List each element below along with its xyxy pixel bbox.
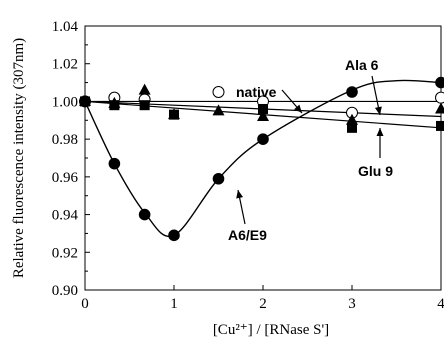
point-a6-e9 [79, 95, 91, 108]
y-tick-label: 0.90 [52, 283, 78, 299]
annotation-a6-e9: A6/E9 [228, 227, 267, 243]
x-tick-label: 0 [81, 296, 89, 312]
point-glu-9 [139, 100, 150, 111]
annotation-native: native [236, 84, 277, 100]
y-tick-label: 1.00 [52, 94, 78, 110]
plot-frame [84, 25, 442, 291]
point-a6-e9 [257, 133, 269, 145]
point-native [435, 91, 444, 104]
point-glu-9 [347, 122, 357, 133]
point-ala-6 [257, 110, 269, 122]
annotation-arrowhead-ala-6 [374, 106, 382, 115]
point-a6-e9 [138, 208, 151, 221]
annotation-arrowhead-native [294, 104, 302, 113]
point-ala-6 [212, 104, 225, 116]
point-ala-6 [346, 113, 358, 125]
plot-axes: 0.90 0.92 0.94 0.96 0.98 1.00 1.02 1.04 0 1 2 3 4 [52, 19, 444, 312]
point-native [212, 86, 225, 98]
y-tick-label: 1.04 [52, 19, 79, 35]
y-axis-label: Relative fluorescence intensity (307nm) [11, 38, 27, 278]
x-axis-label: [Cu²⁺] / [RNase S'] [213, 322, 329, 338]
point-glu-9 [169, 109, 179, 120]
annotation-glu-9: Glu 9 [358, 163, 393, 179]
annotation-ala-6: Ala 6 [345, 57, 379, 73]
point-ala-6 [138, 83, 151, 95]
point-glu-9 [436, 120, 444, 131]
y-tick-label: 1.02 [52, 57, 78, 73]
data-markers [79, 76, 444, 242]
point-a6-e9 [168, 229, 180, 242]
annotations: native Ala 6 Glu 9 A6/E9 [228, 57, 393, 243]
y-tick-label: 0.96 [52, 170, 79, 186]
x-tick-label: 4 [437, 296, 444, 312]
x-tick-label: 2 [259, 296, 267, 312]
y-tick-label: 0.98 [52, 132, 78, 148]
annotation-arrowhead-a6-e9 [236, 190, 244, 199]
point-glu-9 [109, 100, 120, 111]
y-tick-label: 0.94 [52, 208, 79, 224]
point-a6-e9 [435, 76, 444, 89]
point-a6-e9 [212, 172, 225, 185]
annotation-arrowhead-glu-9 [376, 128, 384, 136]
point-a6-e9 [108, 157, 121, 170]
y-tick-label: 0.92 [52, 245, 78, 261]
x-tick-label: 3 [348, 296, 356, 312]
point-a6-e9 [346, 86, 358, 98]
point-glu-9 [258, 103, 268, 114]
point-ala-6 [435, 102, 444, 114]
x-tick-label: 1 [170, 296, 178, 312]
